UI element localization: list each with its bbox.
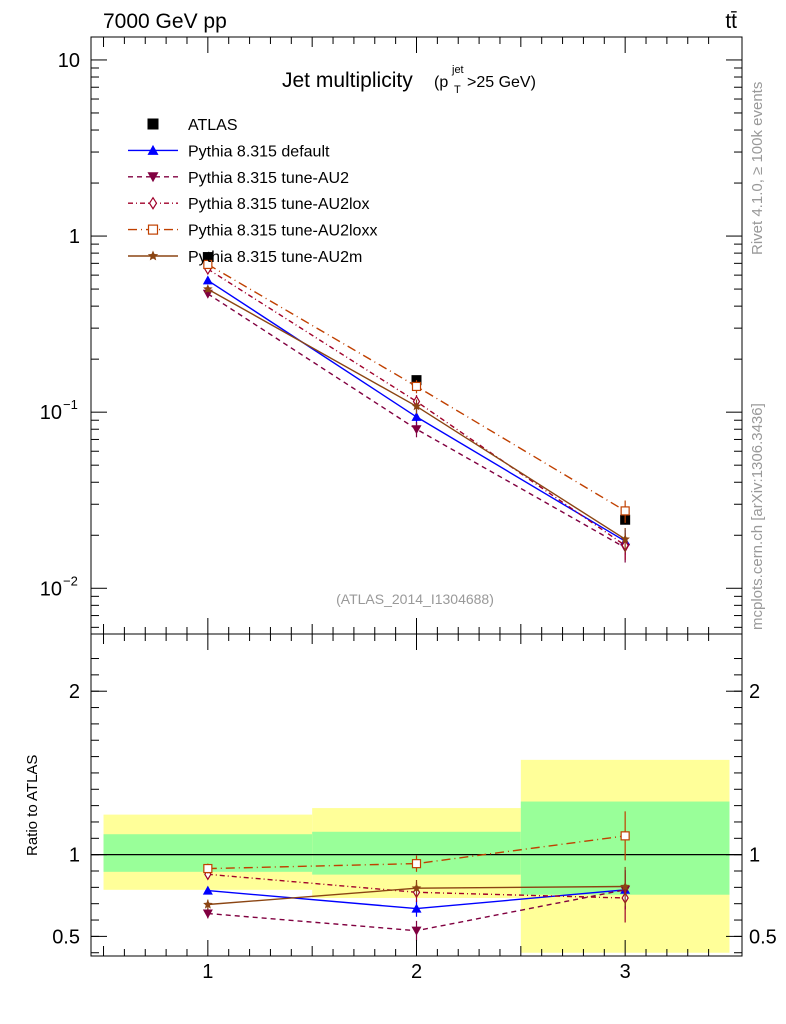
legend-label: Pythia 8.315 tune-AU2m xyxy=(188,249,362,266)
ratio-point xyxy=(620,881,630,891)
ratio-y-tick-label-right: 2 xyxy=(749,681,760,703)
header-energy-label: 7000 GeV pp xyxy=(103,10,227,33)
legend-item: Pythia 8.315 tune-AU2lox xyxy=(128,196,369,213)
x-tick-label: 2 xyxy=(411,961,422,983)
ratio-point xyxy=(411,883,422,893)
data-point xyxy=(203,284,213,294)
ratio-panel: 2 2 1 1 0.5 0.5 1 2 3 Ratio to ATLAS xyxy=(24,633,777,983)
ratio-y-tick-label-left: 2 xyxy=(69,681,80,703)
legend-item: Pythia 8.315 tune-AU2loxx xyxy=(128,223,377,240)
ratio-y-tick-label-right: 0.5 xyxy=(749,926,777,948)
x-tick-label: 3 xyxy=(620,961,631,983)
data-point xyxy=(411,381,422,392)
header-process-label: tt̄ xyxy=(725,10,737,33)
analysis-label: (ATLAS_2014_I1304688) xyxy=(336,591,494,607)
legend-label: Pythia 8.315 default xyxy=(188,143,330,160)
legend-label: Pythia 8.315 tune-AU2 xyxy=(188,170,349,187)
mcplots-label: mcplots.cern.ch [arXiv:1306.3436] xyxy=(749,403,766,630)
legend-item: Pythia 8.315 tune-AU2 xyxy=(128,170,349,187)
legend-label: Pythia 8.315 tune-AU2loxx xyxy=(188,223,377,240)
series-pythia-8-315-tune-au2loxx xyxy=(203,259,630,523)
ratio-point xyxy=(202,909,213,919)
data-point xyxy=(620,506,630,516)
ratio-series-pythia-8-315-tune-au2m xyxy=(203,866,630,910)
series-line-pythia-8-315-tune-au2lox xyxy=(207,268,626,547)
x-tick-label: 1 xyxy=(202,961,213,983)
legend-item: Pythia 8.315 default xyxy=(128,143,330,160)
data-point xyxy=(411,411,422,421)
ratio-point xyxy=(202,885,213,895)
ratio-y-tick-label-right: 1 xyxy=(749,845,760,867)
ratio-point xyxy=(411,926,422,936)
legend-marker xyxy=(148,196,158,210)
chart-title-tail: >25 GeV) xyxy=(467,74,536,91)
ratio-y-axis-label: Ratio to ATLAS xyxy=(24,755,41,856)
legend-marker xyxy=(147,144,159,155)
data-point xyxy=(203,259,213,270)
ratio-y-tick-label-left: 0.5 xyxy=(52,926,80,948)
series-pythia-8-315-tune-au2 xyxy=(202,289,631,563)
ratio-point xyxy=(620,831,630,841)
ratio-series-pythia-8-315-tune-au2loxx xyxy=(203,811,630,874)
rivet-version-label: Rivet 4.1.0, ≥ 100k events xyxy=(749,82,766,255)
ratio-y-tick-label-left: 1 xyxy=(69,845,80,867)
data-point xyxy=(202,252,213,263)
y-tick-label: 10 xyxy=(40,578,62,600)
legend-marker xyxy=(147,250,159,261)
legend-label: ATLAS xyxy=(188,117,238,134)
chart-title-main: Jet multiplicity xyxy=(282,69,413,92)
ratio-point xyxy=(411,903,422,913)
ratio-point xyxy=(203,899,213,909)
y-tick-exponent: −2 xyxy=(63,573,78,588)
y-tick-label: 10 xyxy=(40,402,62,424)
y-tick-label: 10 xyxy=(58,50,80,72)
series-pythia-8-315-tune-au2m xyxy=(203,284,630,553)
y-tick-exponent: −1 xyxy=(63,397,78,412)
data-point xyxy=(620,534,630,544)
chart-title-sup: jet xyxy=(451,64,464,76)
legend-item: Pythia 8.315 tune-AU2m xyxy=(128,249,362,266)
legend-marker xyxy=(147,224,159,235)
ratio-line-pythia-8-315-tune-au2lox xyxy=(207,873,626,899)
data-point xyxy=(202,275,213,285)
legend-label: Pythia 8.315 tune-AU2lox xyxy=(188,196,369,213)
legend-marker xyxy=(147,118,159,130)
ratio-point xyxy=(203,863,213,874)
chart-title: Jet multiplicity (p jet T >25 GeV) xyxy=(282,64,536,96)
series-line-pythia-8-315-tune-au2 xyxy=(207,293,626,549)
ratio-point xyxy=(411,859,422,869)
legend-marker xyxy=(147,172,159,183)
chart-title-sub: T xyxy=(454,84,461,96)
series-pythia-8-315-default xyxy=(202,275,631,555)
data-point xyxy=(411,425,422,435)
data-point xyxy=(411,401,422,411)
ratio-line-pythia-8-315-tune-au2loxx xyxy=(207,835,626,870)
legend-item: ATLAS xyxy=(147,117,238,134)
y-tick-label: 1 xyxy=(69,226,80,248)
chart-title-paren: (p xyxy=(434,74,448,91)
legend: ATLAS Pythia 8.315 default Pythia 8.315 tu… xyxy=(128,117,377,266)
